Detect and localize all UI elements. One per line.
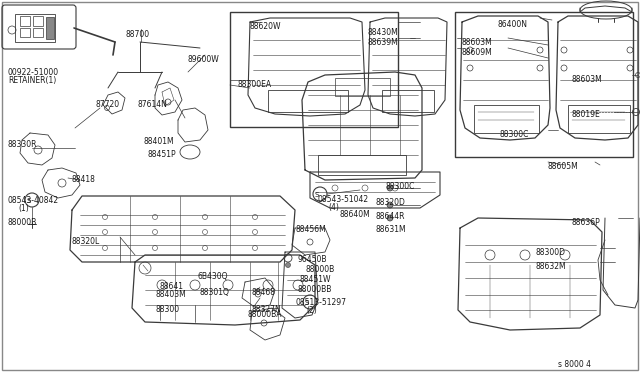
Text: (1): (1)	[18, 204, 29, 213]
Text: 88320D: 88320D	[375, 198, 405, 207]
Circle shape	[285, 263, 291, 267]
Text: 88300EA: 88300EA	[237, 80, 271, 89]
Text: 88451W: 88451W	[300, 275, 332, 284]
Text: 96450B: 96450B	[298, 255, 328, 264]
Text: 88300C: 88300C	[385, 182, 414, 191]
Text: 88456M: 88456M	[295, 225, 326, 234]
Bar	[318, 155, 406, 175]
Text: 88320L: 88320L	[72, 237, 100, 246]
Text: 08513-51297: 08513-51297	[296, 298, 347, 307]
Text: S: S	[27, 198, 31, 204]
Text: 88609M: 88609M	[462, 48, 493, 57]
Text: RETAINER(1): RETAINER(1)	[8, 76, 56, 85]
Text: 88641: 88641	[160, 282, 184, 291]
Text: S: S	[305, 300, 309, 306]
Text: 88468: 88468	[252, 288, 276, 297]
Text: 6B430Q: 6B430Q	[198, 272, 228, 281]
Bar	[33, 28, 43, 37]
Circle shape	[387, 202, 393, 208]
Text: 88631M: 88631M	[375, 225, 406, 234]
Text: 88430M: 88430M	[367, 28, 397, 37]
Text: (4): (4)	[328, 203, 339, 212]
Bar	[474, 105, 539, 133]
Text: 88644R: 88644R	[375, 212, 404, 221]
Text: 08543-51042: 08543-51042	[318, 195, 369, 204]
Bar	[455, 12, 633, 157]
Text: 88000BA: 88000BA	[248, 310, 282, 319]
Text: (2): (2)	[306, 306, 317, 315]
Text: 88301Q: 88301Q	[200, 288, 230, 297]
Bar	[46, 17, 54, 39]
Text: 88640M: 88640M	[340, 210, 371, 219]
Text: 88632M: 88632M	[535, 262, 566, 271]
Text: 88330R: 88330R	[8, 140, 38, 149]
Text: 88451P: 88451P	[147, 150, 175, 159]
Text: 88605M: 88605M	[548, 162, 579, 171]
Text: 00922-51000: 00922-51000	[8, 68, 59, 77]
Text: 88019E: 88019E	[572, 110, 601, 119]
Text: 88603M: 88603M	[572, 75, 603, 84]
Circle shape	[387, 185, 393, 191]
Bar	[15, 14, 55, 42]
Text: 88401M: 88401M	[143, 137, 173, 146]
Text: 86400N: 86400N	[498, 20, 528, 29]
Text: S: S	[315, 192, 319, 198]
Bar	[20, 28, 30, 37]
Text: 88000B: 88000B	[305, 265, 334, 274]
Text: 87720: 87720	[95, 100, 119, 109]
Text: 88300: 88300	[155, 305, 179, 314]
Text: 88620W: 88620W	[250, 22, 282, 31]
Bar	[268, 90, 348, 112]
Text: 88603M: 88603M	[462, 38, 493, 47]
Text: 88639M: 88639M	[367, 38, 397, 47]
Text: 89600W: 89600W	[188, 55, 220, 64]
Text: 87614N: 87614N	[137, 100, 167, 109]
Text: 88327N: 88327N	[252, 305, 282, 314]
Text: 88636P: 88636P	[572, 218, 601, 227]
Bar	[230, 12, 398, 127]
Text: 88700: 88700	[125, 30, 149, 39]
Text: 88300D: 88300D	[535, 248, 565, 257]
Text: s 8000 4: s 8000 4	[558, 360, 591, 369]
Circle shape	[387, 215, 393, 221]
Text: 08543-40842: 08543-40842	[8, 196, 59, 205]
Bar	[382, 90, 434, 112]
Text: 88300C: 88300C	[500, 130, 529, 139]
Bar	[20, 16, 30, 26]
Text: 88000B: 88000B	[8, 218, 37, 227]
Bar	[568, 105, 630, 133]
Text: 88418: 88418	[72, 175, 96, 184]
Bar	[33, 16, 43, 26]
Bar	[335, 78, 390, 96]
Text: 88000BB: 88000BB	[297, 285, 332, 294]
Text: 88403M: 88403M	[155, 290, 186, 299]
